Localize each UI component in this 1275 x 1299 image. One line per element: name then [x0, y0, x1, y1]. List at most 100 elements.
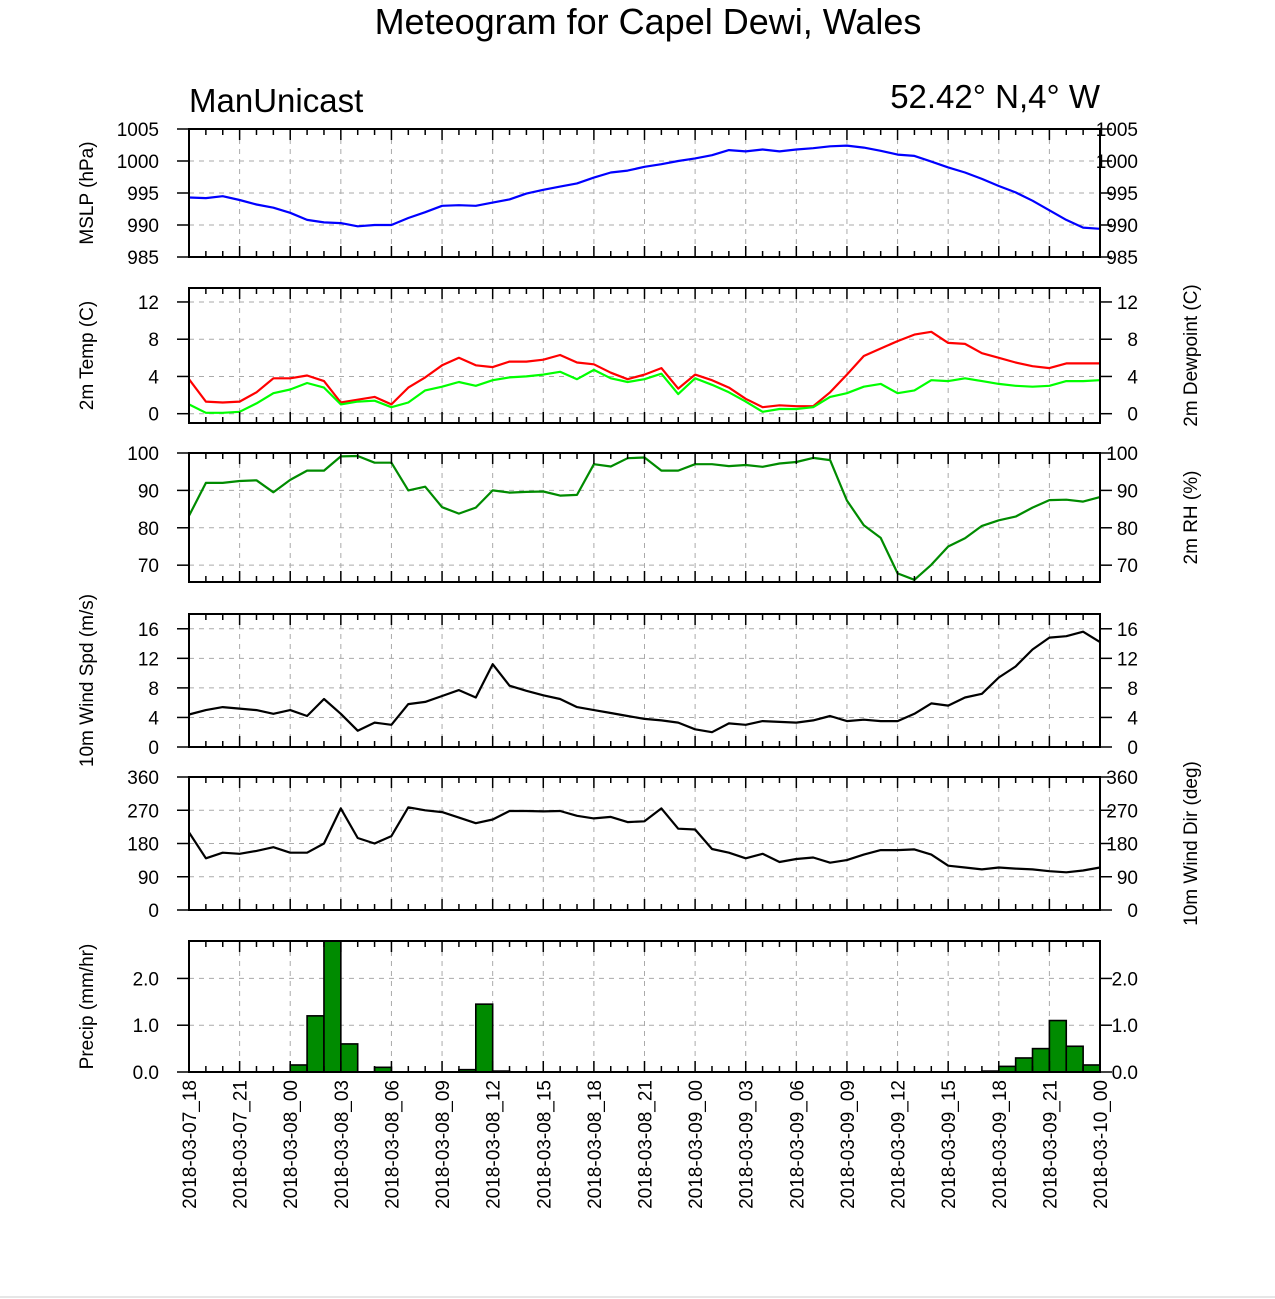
- y-tick-label: 12: [138, 649, 159, 670]
- y-tick-label: 4: [148, 367, 159, 388]
- y-tick-label: 90: [138, 868, 159, 889]
- precip-bar: [340, 1043, 359, 1073]
- panel-wspd: 0 0 4 4 8 8 12 12 16 16 10m Wind Spd (m/s): [77, 594, 1138, 767]
- y-axis-label-left: Precip (mm/hr): [77, 944, 98, 1070]
- y-axis-label-left: MSLP (hPa): [77, 141, 98, 244]
- chart-title: Meteogram for Capel Dewi, Wales: [375, 1, 922, 42]
- x-tick-label: 2018-03-09_12: [889, 1080, 910, 1209]
- y-tick-label-right: 995: [1106, 184, 1138, 205]
- x-tick-label: 2018-03-07_18: [180, 1080, 201, 1209]
- precip-bar: [1048, 1019, 1068, 1073]
- x-tick-label: 2018-03-08_09: [433, 1080, 454, 1209]
- series-line-temp-dewpoint: [188, 368, 1101, 414]
- y-tick-label: 995: [127, 184, 159, 205]
- panel-mslp: 985 985 990 990 995 995 1000 1000 1005 1005 MSLP (…: [77, 120, 1138, 269]
- y-tick-label-right: 4: [1127, 708, 1138, 729]
- y-tick-label: 0: [148, 405, 159, 426]
- x-tick-label: 2018-03-09_18: [990, 1080, 1011, 1209]
- y-tick-label-right: 12: [1117, 293, 1138, 314]
- y-tick-label-right: 180: [1106, 835, 1138, 856]
- y-tick-label-right: 1000: [1096, 152, 1138, 173]
- y-tick-label-right: 985: [1106, 248, 1138, 269]
- x-tick-label: 2018-03-08_18: [585, 1080, 606, 1209]
- y-tick-label-right: 2.0: [1112, 969, 1138, 990]
- y-tick-label-right: 0.0: [1112, 1063, 1138, 1084]
- x-tick-label: 2018-03-09_03: [737, 1080, 758, 1209]
- precip-bar: [323, 940, 342, 1073]
- y-tick-label: 1005: [117, 120, 159, 141]
- x-tick-label: 2018-03-09_21: [1040, 1080, 1061, 1209]
- y-tick-label-right: 990: [1106, 216, 1138, 237]
- y-tick-label-right: 90: [1117, 481, 1138, 502]
- y-tick-label: 90: [138, 481, 159, 502]
- y-tick-label-right: 360: [1106, 768, 1138, 789]
- precip-bar: [1031, 1047, 1051, 1073]
- y-tick-label-right: 8: [1127, 679, 1138, 700]
- series-line-wdir-wind: [188, 806, 1101, 874]
- y-axis-label-right: 2m RH (%): [1181, 471, 1202, 565]
- y-tick-label: 16: [138, 620, 159, 641]
- y-tick-label: 4: [148, 708, 159, 729]
- y-tick-label: 0: [148, 901, 159, 922]
- x-tick-label: 2018-03-09_06: [787, 1080, 808, 1209]
- precip-bar: [474, 1003, 494, 1073]
- x-tick-label: 2018-03-08_12: [484, 1080, 505, 1209]
- y-axis-label-right: 10m Wind Dir (deg): [1181, 761, 1202, 926]
- date-axis: 2018-03-07_18 2018-03-07_21 2018-03-08_00 2…: [180, 1080, 1112, 1209]
- x-tick-label: 2018-03-07_21: [231, 1080, 252, 1209]
- precip-bar: [1082, 1064, 1101, 1073]
- y-tick-label: 360: [127, 768, 159, 789]
- x-tick-label: 2018-03-09_15: [939, 1080, 960, 1209]
- x-tick-label: 2018-03-08_00: [281, 1080, 302, 1209]
- precip-bar: [1014, 1057, 1034, 1073]
- panel-wdir: 0 0 90 90 180 180 270 270 360 360 10m Wind Dir (de…: [127, 761, 1202, 926]
- x-tick-label: 2018-03-08_15: [534, 1080, 555, 1209]
- y-tick-label-right: 12: [1117, 649, 1138, 670]
- y-tick-label: 0: [148, 738, 159, 759]
- y-axis-label-left: 10m Wind Spd (m/s): [77, 594, 98, 767]
- y-tick-label: 1.0: [133, 1016, 159, 1037]
- y-axis-label-right: 2m Dewpoint (C): [1181, 284, 1202, 427]
- y-tick-label-right: 1005: [1096, 120, 1138, 141]
- y-tick-label: 0.0: [133, 1063, 159, 1084]
- y-tick-label-right: 0: [1127, 738, 1138, 759]
- y-axis-label-left: 2m Temp (C): [77, 301, 98, 410]
- panel-precip: 0.0 0.0 1.0 1.0 2.0 2.0 Precip (mm/hr): [77, 940, 1138, 1084]
- y-tick-label: 180: [127, 835, 159, 856]
- y-tick-label: 270: [127, 801, 159, 822]
- y-tick-label: 2.0: [133, 969, 159, 990]
- y-tick-label-right: 0: [1127, 405, 1138, 426]
- x-tick-label: 2018-03-08_06: [382, 1080, 403, 1209]
- y-tick-label-right: 70: [1117, 556, 1138, 577]
- panel-temp: 0 0 4 4 8 8 12 12 2m Temp (C) 2m Dewpoint (C): [77, 284, 1202, 427]
- x-tick-label: 2018-03-09_09: [838, 1080, 859, 1209]
- y-tick-label-right: 90: [1117, 868, 1138, 889]
- series-line-wspd-wind: [188, 630, 1101, 734]
- precip-bar: [306, 1015, 325, 1073]
- y-tick-label-right: 270: [1106, 801, 1138, 822]
- y-tick-label: 80: [138, 519, 159, 540]
- panel-rh: 70 70 80 80 90 90 100 100 2m RH (%): [127, 444, 1202, 583]
- y-tick-label-right: 80: [1117, 519, 1138, 540]
- precip-bar: [1065, 1045, 1084, 1073]
- y-tick-label-right: 4: [1127, 367, 1138, 388]
- y-tick-label: 1000: [117, 152, 159, 173]
- x-tick-label: 2018-03-08_03: [332, 1080, 353, 1209]
- x-tick-label: 2018-03-08_21: [636, 1080, 657, 1209]
- y-tick-label: 100: [127, 444, 159, 465]
- chart-right-subtitle: 52.42° N,4° W: [890, 78, 1101, 115]
- series-line-mslp-mslp: [188, 144, 1101, 230]
- y-tick-label-right: 16: [1117, 620, 1138, 641]
- y-tick-label: 8: [148, 679, 159, 700]
- y-tick-label-right: 1.0: [1112, 1016, 1138, 1037]
- chart-left-subtitle: ManUnicast: [189, 82, 363, 119]
- precip-bar: [289, 1064, 308, 1073]
- y-tick-label: 990: [127, 216, 159, 237]
- x-tick-label: 2018-03-09_00: [686, 1080, 707, 1209]
- y-tick-label-right: 100: [1106, 444, 1138, 465]
- y-tick-label-right: 8: [1127, 330, 1138, 351]
- series-line-temp-temp: [188, 330, 1100, 409]
- y-tick-label-right: 0: [1127, 901, 1138, 922]
